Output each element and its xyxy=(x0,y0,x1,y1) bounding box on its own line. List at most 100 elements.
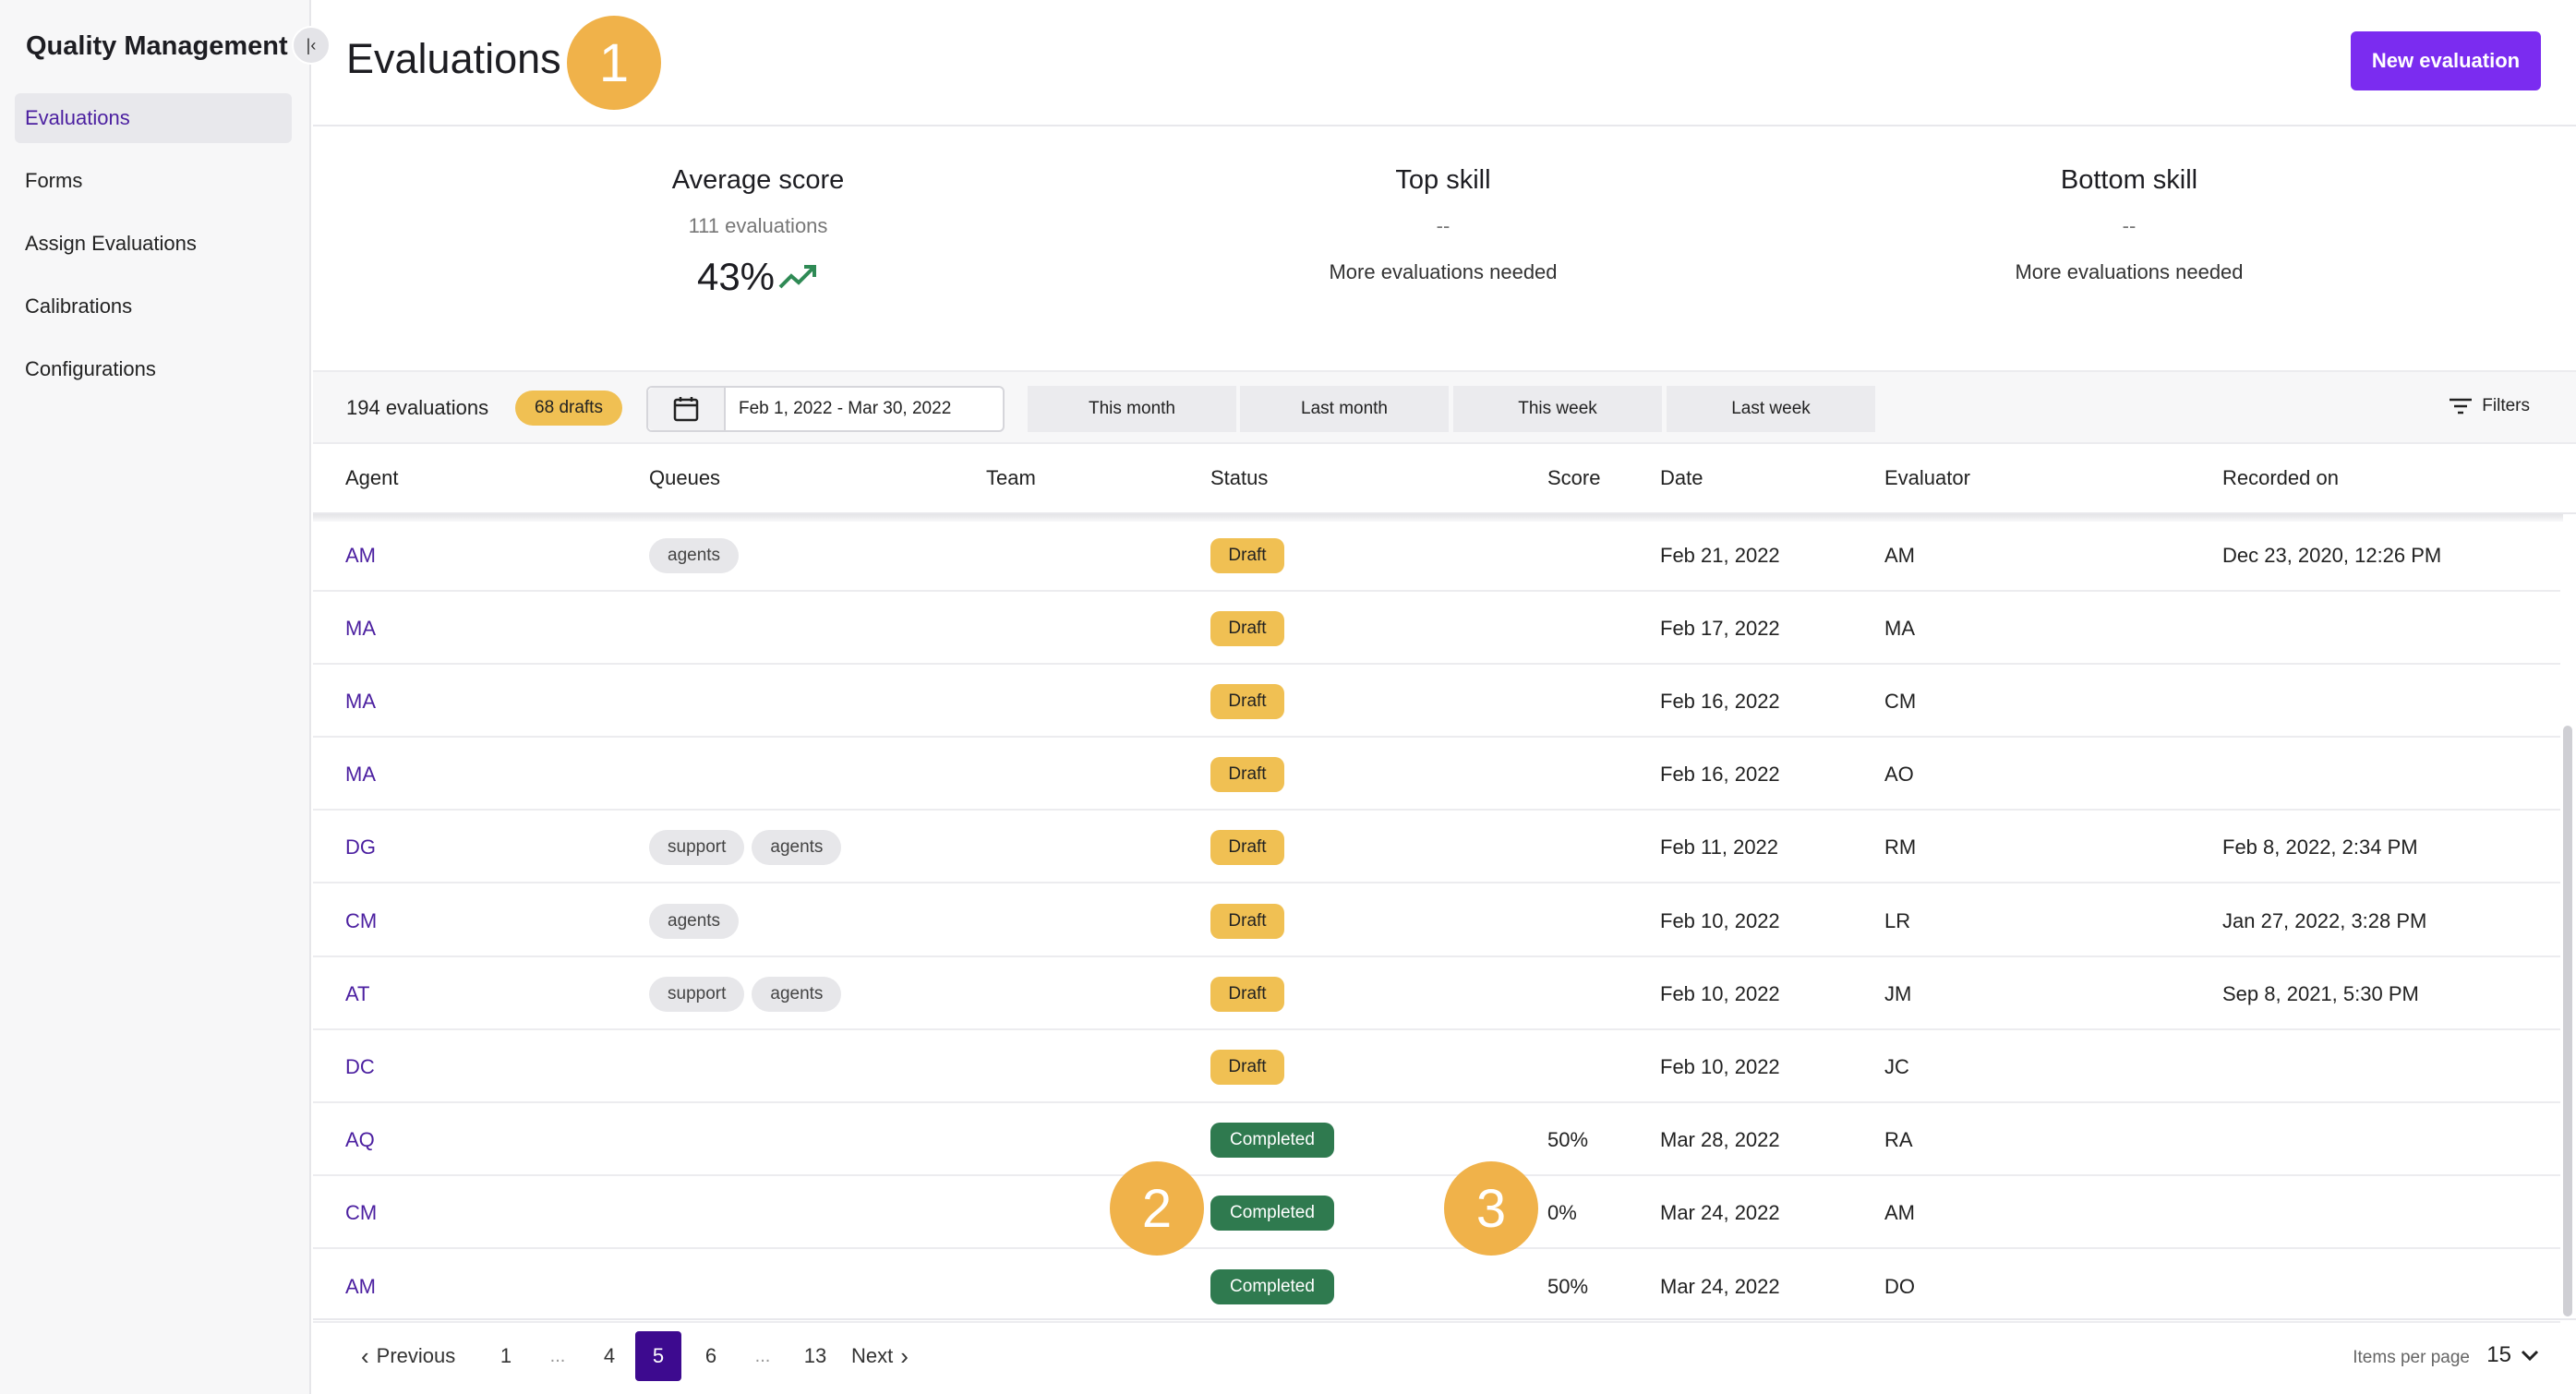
agent-cell[interactable]: MA xyxy=(345,616,376,640)
filter-icon xyxy=(2450,398,2473,415)
column-recorded-on[interactable]: Recorded on xyxy=(2222,466,2339,489)
sidebar: Quality Management Evaluations Forms Ass… xyxy=(0,0,311,1394)
agent-cell[interactable]: AM xyxy=(345,1274,376,1298)
average-score-title: Average score xyxy=(671,165,845,195)
date-cell: Feb 17, 2022 xyxy=(1660,616,1780,640)
evaluator-cell: AO xyxy=(1884,762,1914,786)
annotation-marker-3: 3 xyxy=(1444,1161,1538,1256)
calendar-button[interactable] xyxy=(648,388,726,430)
status-badge: Completed xyxy=(1210,1122,1334,1158)
queues-cell: agents xyxy=(649,884,746,957)
table-row[interactable]: AM agents Draft Feb 21, 2022 AM Dec 23, 2020,… xyxy=(313,519,2560,592)
agent-cell[interactable]: AQ xyxy=(345,1127,375,1151)
date-cell: Feb 10, 2022 xyxy=(1660,908,1780,932)
status-badge: Draft xyxy=(1210,756,1284,792)
recorded-on-cell: Feb 8, 2022, 2:34 PM xyxy=(2222,835,2418,859)
table-row[interactable]: DG support agents Draft Feb 11, 2022 RM Feb 8,… xyxy=(313,811,2560,883)
date-cell: Mar 28, 2022 xyxy=(1660,1127,1780,1151)
app-title: Quality Management xyxy=(26,31,288,61)
status-cell: Draft xyxy=(1210,1030,1284,1103)
table-row[interactable]: AQ Completed 50% Mar 28, 2022 RA xyxy=(313,1103,2560,1176)
column-evaluator[interactable]: Evaluator xyxy=(1884,466,1970,489)
sidebar-item-calibrations[interactable]: Calibrations xyxy=(25,294,133,318)
drafts-badge[interactable]: 68 drafts xyxy=(515,391,622,426)
agent-cell[interactable]: AM xyxy=(345,543,376,567)
agent-cell[interactable]: AT xyxy=(345,981,370,1005)
evaluator-cell: RM xyxy=(1884,835,1917,859)
status-cell: Draft xyxy=(1210,957,1284,1030)
column-status[interactable]: Status xyxy=(1210,466,1269,489)
score-cell: 0% xyxy=(1547,1200,1577,1224)
sidebar-item-evaluations[interactable]: Evaluations xyxy=(15,93,292,143)
table-toolbar: 194 evaluations 68 drafts Feb 1, 2022 - … xyxy=(313,370,2576,444)
bottom-skill-note: More evaluations needed xyxy=(2015,260,2244,283)
date-cell: Feb 21, 2022 xyxy=(1660,543,1780,567)
table-row[interactable]: CM Completed 0% Mar 24, 2022 AM xyxy=(313,1176,2560,1249)
agent-cell[interactable]: MA xyxy=(345,689,376,713)
status-cell: Draft xyxy=(1210,884,1284,957)
table-row[interactable]: DC Draft Feb 10, 2022 JC xyxy=(313,1030,2560,1103)
status-badge: Draft xyxy=(1210,976,1284,1012)
recorded-on-cell: Jan 27, 2022, 3:28 PM xyxy=(2222,908,2427,932)
agent-cell[interactable]: MA xyxy=(345,762,376,786)
date-cell: Feb 10, 2022 xyxy=(1660,981,1780,1005)
table-row[interactable]: CM agents Draft Feb 10, 2022 LR Jan 27, 2022,… xyxy=(313,884,2560,957)
table-row[interactable]: AT support agents Draft Feb 10, 2022 JM Sep 8,… xyxy=(313,957,2560,1030)
queue-chip: support xyxy=(649,976,745,1012)
bottom-skill-value: -- xyxy=(2122,214,2137,237)
average-score-count: 111 evaluations xyxy=(688,214,828,237)
previous-page-button[interactable]: ‹ Previous xyxy=(361,1331,455,1381)
filters-label: Filters xyxy=(2482,396,2530,415)
status-cell: Completed xyxy=(1210,1250,1334,1323)
table-row[interactable]: MA Draft Feb 16, 2022 CM xyxy=(313,665,2560,738)
agent-cell[interactable]: CM xyxy=(345,1200,378,1224)
status-cell: Draft xyxy=(1210,811,1284,883)
quick-range-this-week[interactable]: This week xyxy=(1453,386,1662,432)
queues-cell: support agents xyxy=(649,811,849,883)
quick-range-this-month[interactable]: This month xyxy=(1028,386,1236,432)
filters-button[interactable]: Filters xyxy=(2449,396,2530,416)
agent-cell[interactable]: CM xyxy=(345,908,378,932)
column-queues[interactable]: Queues xyxy=(649,466,721,489)
status-cell: Draft xyxy=(1210,592,1284,665)
sidebar-item-assign-evaluations[interactable]: Assign Evaluations xyxy=(25,232,197,255)
column-team[interactable]: Team xyxy=(986,466,1036,489)
sidebar-item-forms[interactable]: Forms xyxy=(25,169,83,192)
status-cell: Draft xyxy=(1210,519,1284,592)
status-badge: Draft xyxy=(1210,610,1284,646)
agent-cell[interactable]: DC xyxy=(345,1054,375,1078)
queue-chip: agents xyxy=(752,829,842,865)
new-evaluation-button[interactable]: New evaluation xyxy=(2351,31,2541,90)
next-label: Next xyxy=(851,1344,894,1367)
status-badge: Draft xyxy=(1210,903,1284,939)
column-agent[interactable]: Agent xyxy=(345,466,399,489)
date-range-picker[interactable]: Feb 1, 2022 - Mar 30, 2022 xyxy=(646,386,1005,432)
table-row[interactable]: MA Draft Feb 16, 2022 AO xyxy=(313,738,2560,811)
page-title: Evaluations xyxy=(346,35,561,82)
quick-range-last-week[interactable]: Last week xyxy=(1667,386,1875,432)
page-6[interactable]: 6 xyxy=(704,1344,717,1367)
column-date[interactable]: Date xyxy=(1660,466,1703,489)
next-page-button[interactable]: Next › xyxy=(851,1331,909,1381)
table-scrollbar[interactable] xyxy=(2563,726,2572,1316)
status-cell: Completed xyxy=(1210,1176,1334,1249)
collapse-sidebar-button[interactable]: |‹ xyxy=(292,26,331,65)
sidebar-item-configurations[interactable]: Configurations xyxy=(25,357,156,380)
page-header: Evaluations New evaluation xyxy=(313,0,2576,126)
table-row[interactable]: AM Completed 50% Mar 24, 2022 DO xyxy=(313,1250,2560,1323)
chevron-right-icon: › xyxy=(900,1341,909,1370)
agent-cell[interactable]: DG xyxy=(345,835,376,859)
page-4[interactable]: 4 xyxy=(603,1344,616,1367)
calendar-icon xyxy=(673,397,699,422)
column-score[interactable]: Score xyxy=(1547,466,1601,489)
items-per-page-select[interactable]: 15 xyxy=(2486,1342,2539,1368)
evaluator-cell: AM xyxy=(1884,543,1915,567)
average-score-stat: Average score 111 evaluations 43% xyxy=(527,165,989,299)
quick-range-last-month[interactable]: Last month xyxy=(1240,386,1449,432)
table-row[interactable]: MA Draft Feb 17, 2022 MA xyxy=(313,592,2560,665)
page-1[interactable]: 1 xyxy=(500,1344,512,1367)
top-skill-value: -- xyxy=(1436,214,1451,237)
date-range-value[interactable]: Feb 1, 2022 - Mar 30, 2022 xyxy=(739,399,952,418)
page-5[interactable]: 5 xyxy=(635,1331,681,1381)
page-13[interactable]: 13 xyxy=(803,1344,827,1367)
